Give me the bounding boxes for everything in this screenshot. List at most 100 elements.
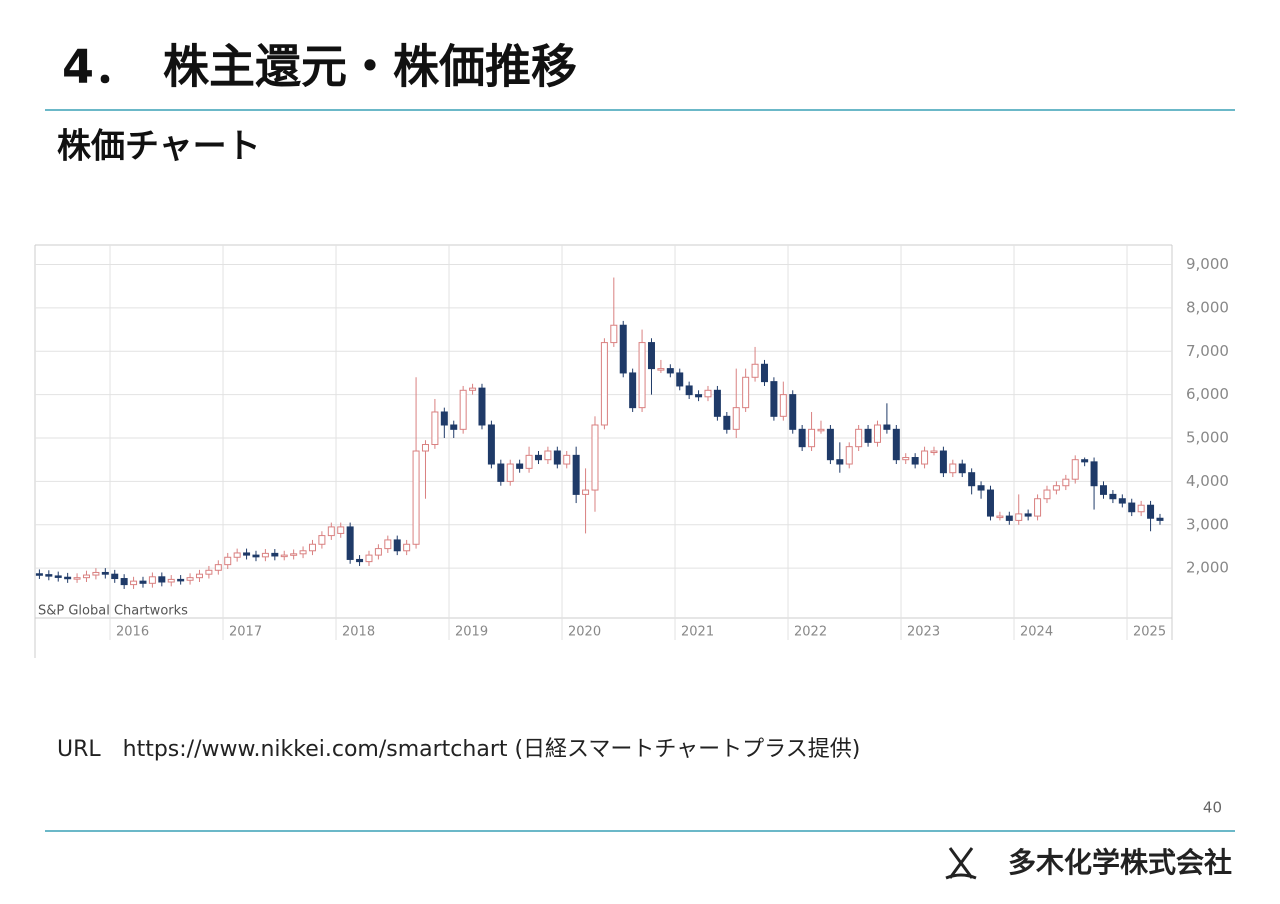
candle-body: [1099, 485, 1107, 495]
candle-body: [817, 428, 825, 432]
candle-body: [629, 372, 637, 409]
y-tick-label: 7,000: [1186, 342, 1229, 360]
candle-body: [516, 463, 524, 469]
candle-body: [713, 389, 721, 417]
candle-body: [695, 394, 703, 398]
candle-body: [459, 389, 467, 430]
candle-body: [1128, 502, 1136, 513]
section-title: 株価チャート: [57, 127, 261, 167]
candle-body: [412, 450, 420, 545]
candle-body: [243, 552, 251, 556]
candle-body: [921, 450, 929, 465]
x-tick-label: 2019: [455, 625, 488, 640]
candle-body: [327, 526, 335, 537]
candle-body: [600, 342, 608, 426]
candle-body: [393, 539, 401, 552]
candle-body: [685, 385, 693, 396]
candle-body: [760, 363, 768, 383]
candle-body: [873, 424, 881, 443]
x-tick-label: 2016: [116, 625, 149, 640]
candle-body: [779, 394, 787, 417]
candle-body: [610, 324, 618, 344]
candle-body: [704, 389, 712, 398]
candle-body: [1052, 485, 1060, 491]
candle-body: [986, 489, 994, 517]
candle-body: [1081, 459, 1089, 463]
candle-body: [290, 553, 298, 556]
candle-body: [356, 558, 364, 563]
x-tick-label: 2018: [342, 625, 375, 640]
candle-body: [214, 564, 222, 571]
candle-body: [647, 342, 655, 370]
candle-body: [224, 556, 232, 566]
candle-body: [619, 324, 627, 374]
candle-body: [120, 578, 128, 586]
candle-body: [996, 515, 1004, 519]
candle-body: [478, 387, 486, 426]
candle-body: [280, 554, 288, 558]
candle-body: [864, 428, 872, 443]
candle-body: [525, 454, 533, 469]
y-tick-label: 6,000: [1186, 385, 1229, 403]
candle-body: [139, 580, 147, 584]
candle-body: [1071, 459, 1079, 480]
candle-body: [158, 576, 166, 583]
x-tick-label: 2022: [794, 625, 827, 640]
candle-body: [902, 457, 910, 461]
candle-body: [977, 485, 985, 491]
candle-body: [1062, 478, 1070, 487]
candle-body: [1109, 493, 1117, 500]
candle-body: [1034, 498, 1042, 517]
candle-body: [534, 454, 542, 461]
candle-body: [431, 411, 439, 446]
candle-body: [1005, 515, 1013, 521]
candle-body: [845, 446, 853, 465]
candle-body: [195, 573, 203, 579]
candle-body: [403, 543, 411, 552]
candle-body: [1043, 489, 1051, 500]
candle-body: [657, 368, 665, 371]
candle-body: [789, 394, 797, 430]
candle-body: [487, 424, 495, 465]
y-tick-label: 4,000: [1186, 472, 1229, 490]
candle-body: [469, 387, 477, 391]
y-tick-label: 2,000: [1186, 559, 1229, 577]
candle-body: [130, 580, 138, 586]
candle-body: [939, 450, 947, 474]
candle-body: [365, 554, 373, 563]
candle-body: [440, 411, 448, 426]
y-tick-label: 9,000: [1186, 255, 1229, 273]
candle-body: [35, 573, 43, 576]
candle-body: [54, 575, 62, 578]
candle-body: [855, 428, 863, 448]
candle-body: [798, 428, 806, 448]
candle-body: [742, 376, 750, 409]
y-tick-label: 3,000: [1186, 515, 1229, 533]
candle-body: [346, 526, 354, 560]
candle-body: [1090, 461, 1098, 487]
candle-body: [384, 539, 392, 550]
candle-body: [836, 459, 844, 465]
candle-body: [374, 548, 382, 556]
candle-body: [751, 363, 759, 378]
candle-body: [271, 552, 279, 557]
candle-body: [770, 381, 778, 417]
candle-body: [1137, 504, 1145, 513]
candle-body: [572, 454, 580, 495]
candle-body: [261, 552, 269, 558]
candle-body: [826, 428, 834, 461]
x-tick-label: 2023: [907, 625, 940, 640]
candle-body: [883, 424, 891, 430]
y-tick-label: 8,000: [1186, 298, 1229, 316]
y-tick-label: 5,000: [1186, 429, 1229, 447]
candle-body: [638, 342, 646, 409]
source-url: URL https://www.nikkei.com/smartchart (日…: [57, 737, 860, 762]
x-tick-label: 2020: [568, 625, 601, 640]
x-tick-label: 2024: [1020, 625, 1053, 640]
candle-body: [148, 576, 156, 584]
candle-body: [968, 472, 976, 487]
page-number: 40: [1203, 799, 1222, 817]
candle-body: [421, 444, 429, 452]
candle-body: [723, 415, 731, 430]
candle-body: [82, 574, 90, 579]
